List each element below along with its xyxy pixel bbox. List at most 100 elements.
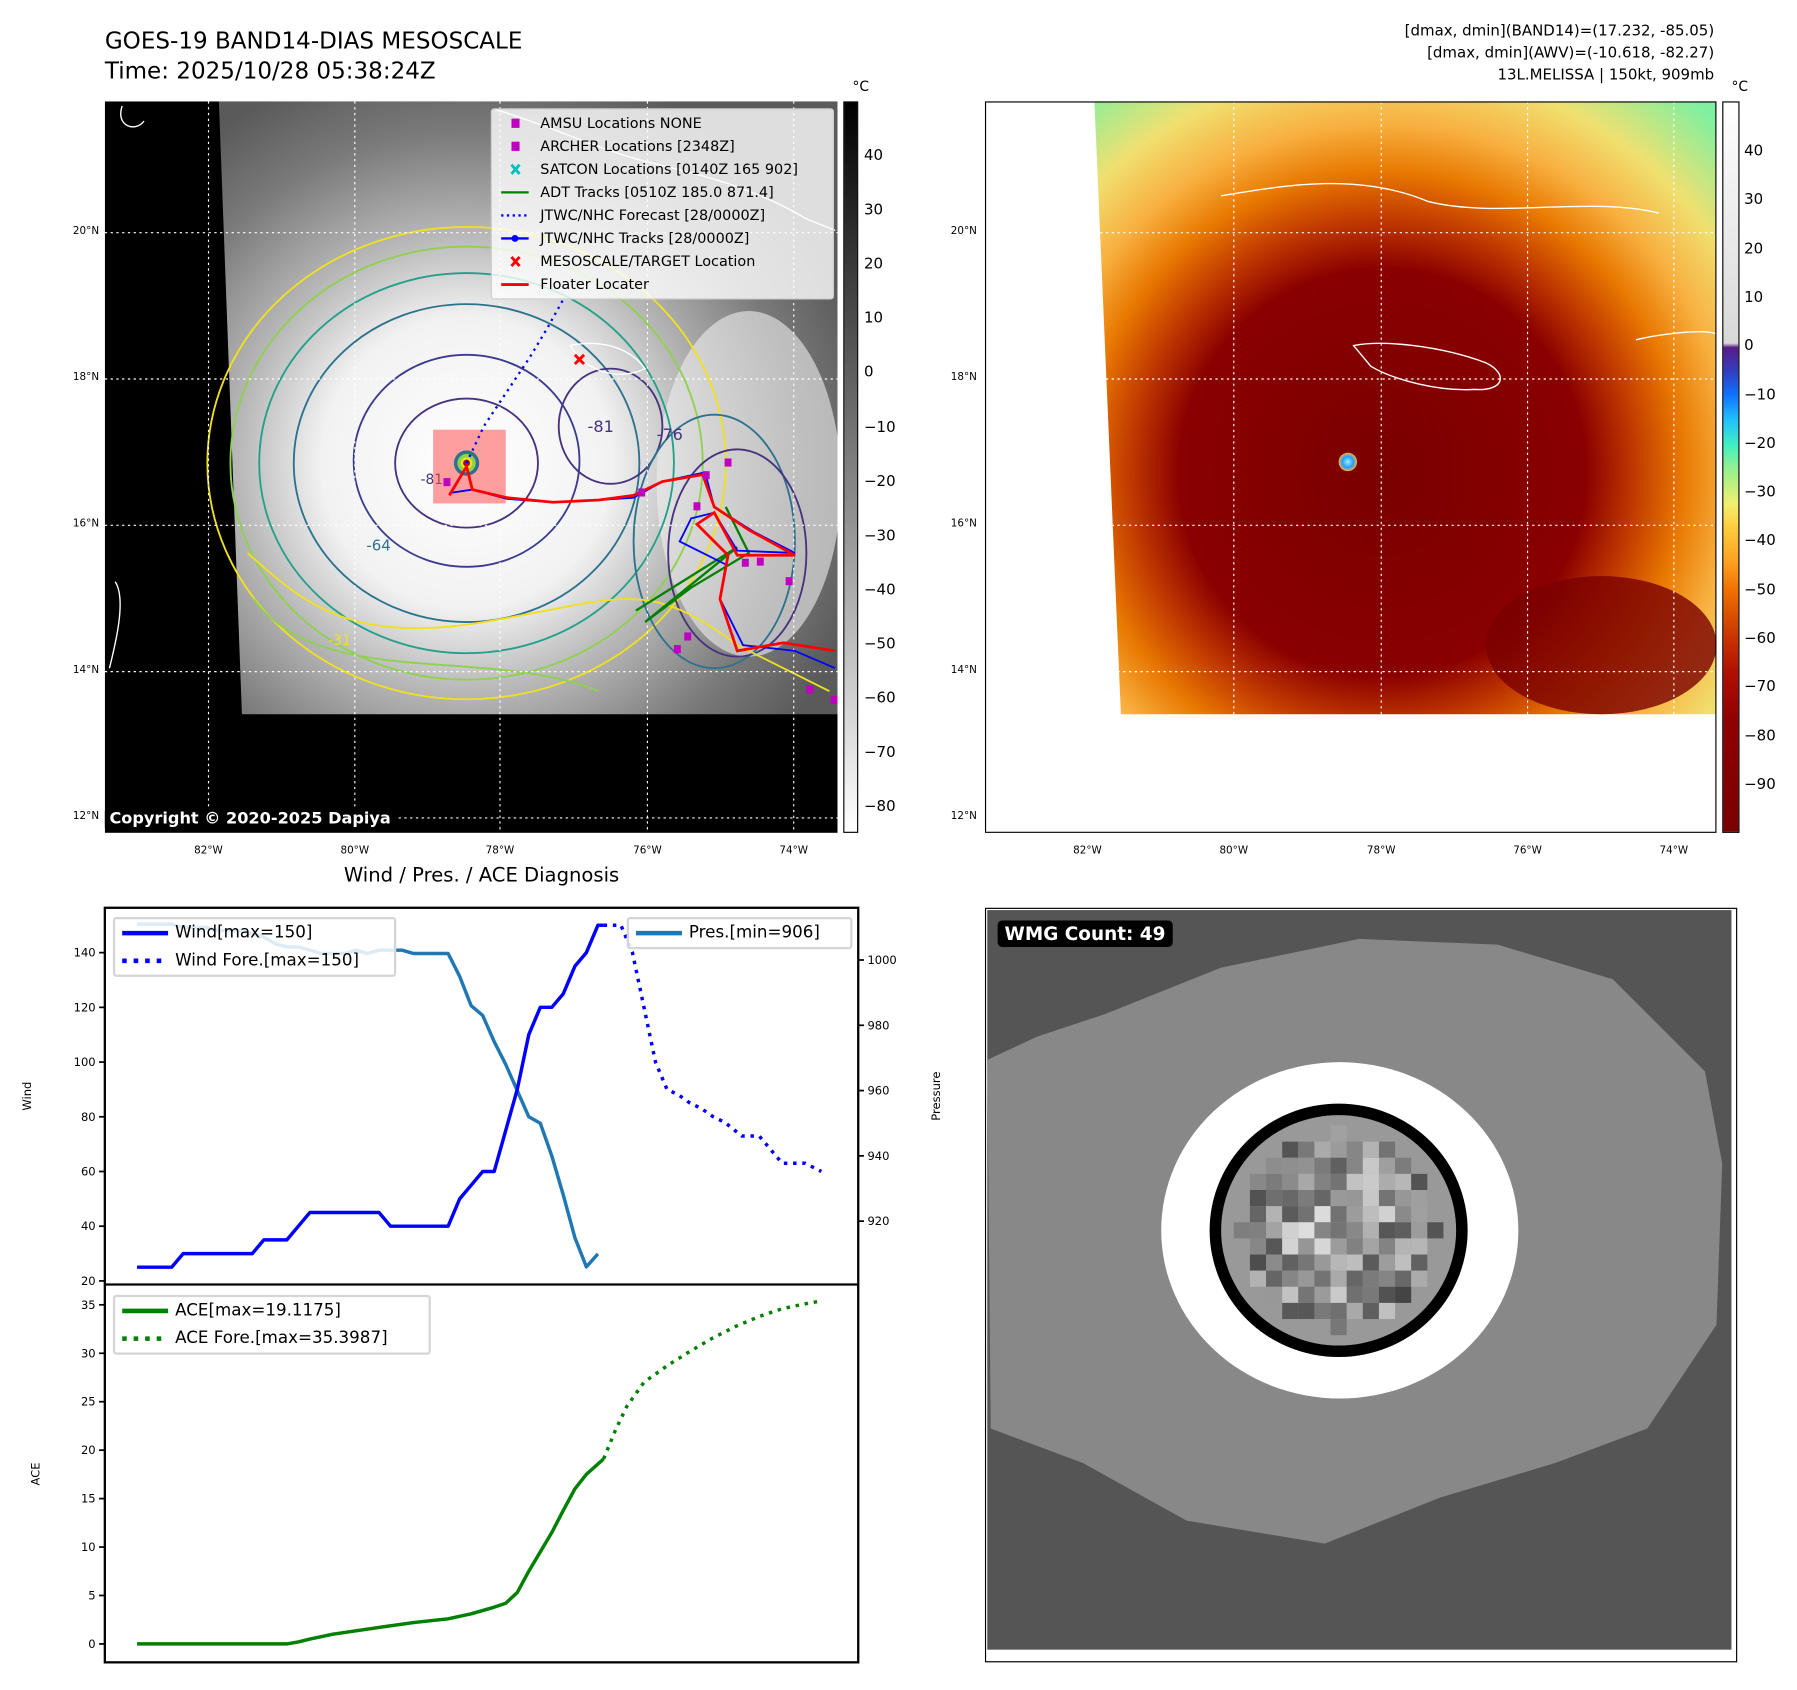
figure-title: GOES-19 BAND14-DIAS MESOSCALE — [104, 26, 523, 55]
wmg-pixel — [1330, 1125, 1347, 1142]
wmg-pixel — [1346, 1173, 1363, 1191]
wmg-pixel — [1411, 1173, 1428, 1191]
wmg-pixel — [1411, 1254, 1428, 1271]
wmg-pixel — [1362, 1302, 1379, 1320]
legend-satcon: SATCON Locations [0140Z 165 902] — [492, 158, 833, 181]
wmg-pixel — [1330, 1319, 1347, 1336]
lon-label: 74°W — [1659, 845, 1689, 858]
wmg-pixel — [1266, 1157, 1283, 1174]
wind-tick-label: 60 — [81, 1165, 96, 1179]
wmg-pixel — [1249, 1254, 1267, 1271]
wmg-pixel — [1346, 1141, 1363, 1158]
contours — [206, 226, 830, 701]
legend-adt: ADT Tracks [0510Z 185.0 871.4] — [492, 181, 833, 204]
wmg-pixel — [1362, 1173, 1379, 1191]
colorbar-tick-label: 20 — [1744, 240, 1764, 258]
wmg-pixel — [1282, 1222, 1299, 1239]
wmg-pixel — [1411, 1190, 1428, 1207]
wmg-pixel — [1330, 1238, 1347, 1255]
colorbar-temperature — [1722, 101, 1740, 833]
wmg-pixel — [1266, 1222, 1283, 1239]
wind-tick-label: 20 — [81, 1274, 96, 1288]
wmg-pixel — [1298, 1141, 1315, 1158]
adt-track — [635, 506, 751, 624]
colorbar-tick-label: −30 — [1744, 483, 1776, 502]
wmg-pixel — [1346, 1190, 1363, 1207]
wmg-pixel — [1298, 1270, 1315, 1287]
wmg-pixel — [1330, 1190, 1347, 1207]
wmg-pixel — [1233, 1222, 1250, 1239]
wind-tick-label: 100 — [74, 1055, 96, 1069]
chart-title: Wind / Pres. / ACE Diagnosis — [343, 863, 620, 888]
contour-label: -64 — [366, 537, 390, 555]
wind-tick-label: 80 — [81, 1110, 96, 1124]
lat-label: 18°N — [72, 372, 100, 384]
wmg-pixel — [1298, 1206, 1315, 1223]
colorbar-tick-label: 10 — [863, 310, 884, 328]
stat-awv: [dmax, dmin](AWV)=(-10.618, -82.27) — [1427, 44, 1715, 63]
wmg-pixel — [1378, 1302, 1396, 1320]
wmg-pixel — [1314, 1141, 1331, 1158]
colorbar-tick-label: −70 — [863, 744, 896, 762]
wmg-pixel — [1282, 1141, 1299, 1158]
wmg-pixel — [1346, 1286, 1363, 1303]
wmg-pixel — [1395, 1286, 1412, 1303]
awv-map-right[interactable] — [984, 101, 1717, 833]
coastlines — [1221, 182, 1717, 391]
ace-tick-label: 25 — [81, 1395, 96, 1409]
wmg-pixel — [1378, 1286, 1396, 1303]
colorbar-unit: °C — [1731, 78, 1749, 95]
ace-tick-label: 30 — [81, 1346, 96, 1360]
figure-time: Time: 2025/10/28 05:38:24Z — [104, 56, 436, 85]
colorbar-tick-label: −80 — [1744, 727, 1776, 745]
legend-floater: Floater Locater — [492, 273, 833, 296]
wmg-pixel — [1330, 1141, 1347, 1158]
wmg-pixel — [1298, 1190, 1315, 1207]
legend-target: MESOSCALE/TARGET Location — [492, 250, 833, 273]
legend-pressure: Pres.[min=906] — [629, 919, 850, 947]
pressure-tick-label: 1000 — [867, 953, 896, 967]
wmg-pixel — [1362, 1190, 1379, 1207]
wmg-pixel — [1346, 1222, 1363, 1239]
colorbar-tick-label: 40 — [863, 147, 884, 165]
x-marker-icon — [510, 255, 521, 268]
wmg-pixel — [1362, 1270, 1379, 1287]
colorbar-tick-label: 0 — [863, 364, 874, 382]
wind-line — [137, 923, 604, 1269]
contour-label: -31 — [328, 633, 351, 649]
dotted-line-icon — [501, 214, 529, 217]
wmg-pixel — [1330, 1254, 1347, 1271]
wmg-pixel — [1411, 1238, 1428, 1255]
wind-forecast-line — [603, 923, 823, 1174]
lon-label: 80°W — [1219, 845, 1249, 858]
pressure-axis-label: Pressure — [930, 1071, 944, 1121]
lon-label: 80°W — [340, 845, 370, 858]
pressure-tick-label: 980 — [867, 1018, 889, 1032]
lat-label: 12°N — [950, 811, 977, 823]
wmg-pixel — [1395, 1270, 1412, 1287]
wmg-pixel — [1266, 1254, 1283, 1271]
wmg-pixel — [1378, 1238, 1396, 1255]
wmg-pixel — [1314, 1302, 1331, 1320]
wmg-pixel — [1362, 1254, 1379, 1271]
wmg-count-badge: WMG Count: 49 — [997, 920, 1173, 947]
contour-label: -81 — [588, 417, 614, 436]
x-marker-icon — [510, 163, 521, 175]
wmg-pixel — [1314, 1238, 1331, 1255]
dotted-line-icon — [122, 1336, 169, 1341]
wmg-panel — [984, 907, 1738, 1663]
wmg-pixel — [1282, 1190, 1299, 1207]
colorbar-tick-label: −30 — [863, 527, 896, 545]
wmg-pixel — [1395, 1222, 1412, 1239]
wmg-pixel — [1362, 1238, 1379, 1255]
wmg-pixel — [1378, 1222, 1396, 1239]
colorbar-unit: °C — [852, 78, 870, 95]
map-legend: AMSU Locations NONE ARCHER Locations [23… — [490, 108, 835, 300]
wmg-pixel — [1282, 1302, 1299, 1320]
ace-tick-label: 0 — [88, 1637, 95, 1651]
wmg-pixel — [1298, 1222, 1315, 1239]
colorbar-tick-label: 0 — [1744, 337, 1754, 356]
lon-label: 76°W — [633, 845, 662, 858]
lon-label: 82°W — [1073, 845, 1102, 858]
